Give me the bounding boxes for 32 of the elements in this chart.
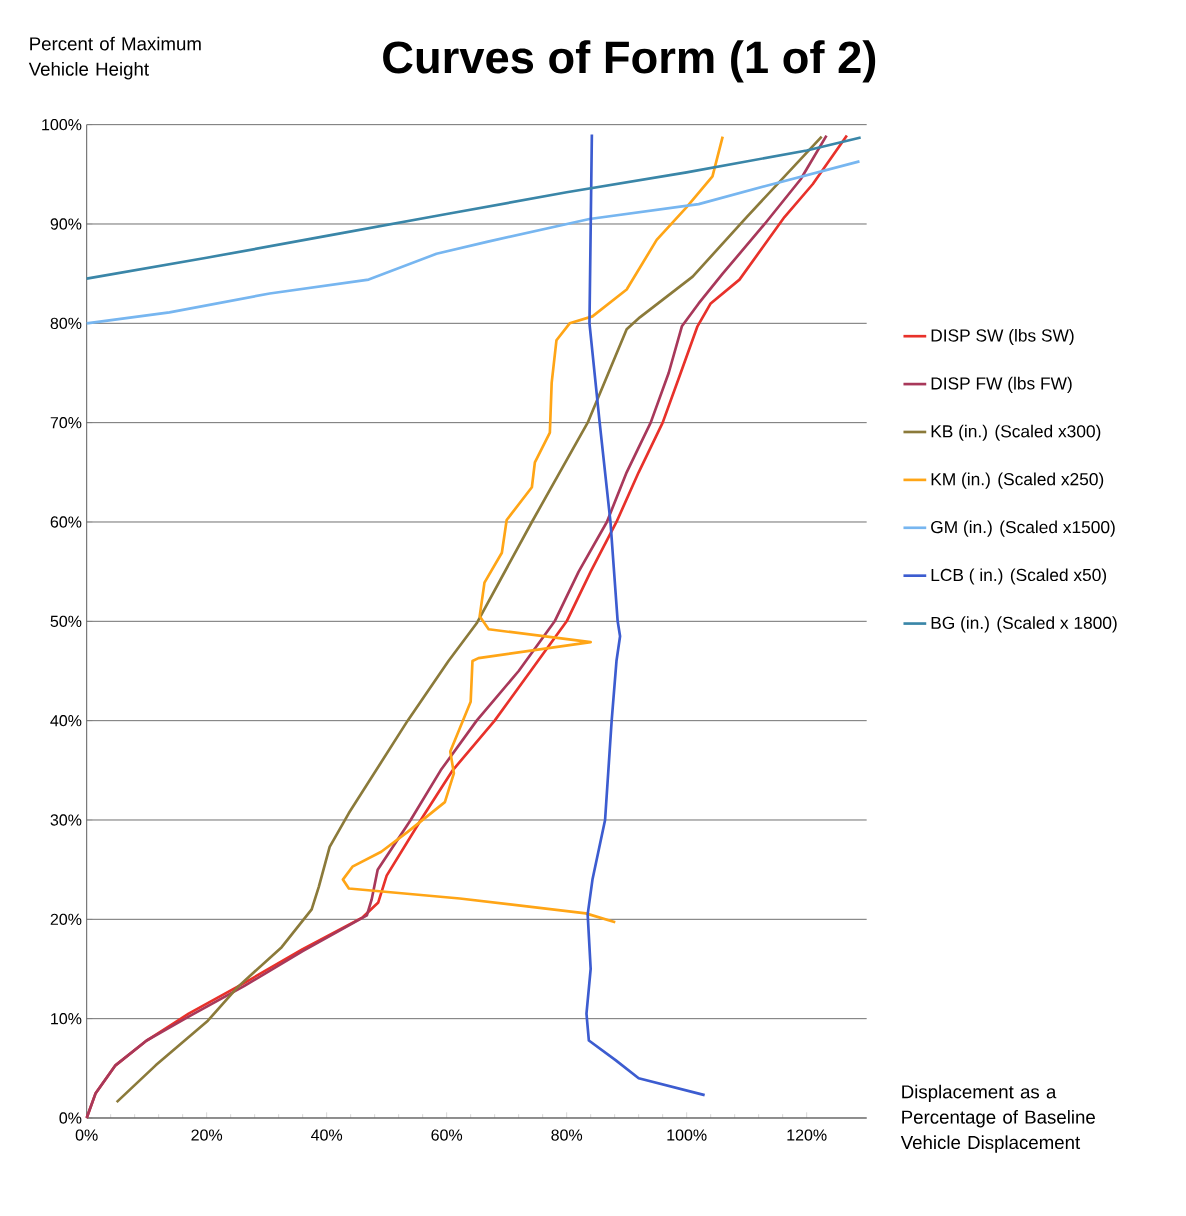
y-tick-label: 50% <box>50 615 82 627</box>
x-tick-label: 100% <box>667 1129 707 1141</box>
y-tick-label: 30% <box>50 814 82 826</box>
line-series <box>585 133 707 1097</box>
y-tick-label: 0% <box>59 1112 82 1124</box>
legend-label: KM (in.) (Scaled x250) <box>931 472 1104 489</box>
legend-label: LCB ( in.) (Scaled x50) <box>931 568 1107 585</box>
legend-label: DISP FW (lbs FW) <box>931 376 1072 393</box>
y-tick-label: 100% <box>42 119 82 131</box>
y-tick-label: 10% <box>51 1013 82 1025</box>
y-tick-label: 90% <box>50 218 82 230</box>
y-tick-label: 70% <box>50 417 82 429</box>
x-tick-label: 0% <box>75 1129 98 1141</box>
line-series <box>341 135 725 924</box>
x-tick-label: 80% <box>551 1129 583 1141</box>
y-axis-title: Percent of Maximum Vehicle Height <box>28 36 201 80</box>
y-tick-label: 20% <box>50 913 82 925</box>
legend-label: DISP SW (lbs SW) <box>931 328 1074 346</box>
x-tick-label: 60% <box>431 1129 463 1141</box>
x-tick-label: 40% <box>311 1129 343 1141</box>
x-tick-label: 20% <box>191 1129 223 1141</box>
line-series <box>85 160 861 325</box>
x-axis-title: Displacement as a Percentage of Baseline Vehicle Displacement <box>900 1084 1095 1153</box>
y-tick-label: 60% <box>50 516 82 528</box>
y-tick-label: 40% <box>50 715 82 727</box>
legend-label: GM (in.) (Scaled x1500) <box>931 520 1115 537</box>
line-series <box>85 136 863 280</box>
chart-title: Curves of Form (1 of 2) <box>383 40 876 83</box>
legend-label: BG (in.) (Scaled x 1800) <box>931 616 1117 633</box>
x-tick-label: 120% <box>787 1129 827 1141</box>
legend-label: KB (in.) (Scaled x300) <box>931 424 1101 441</box>
y-tick-label: 80% <box>50 317 82 329</box>
